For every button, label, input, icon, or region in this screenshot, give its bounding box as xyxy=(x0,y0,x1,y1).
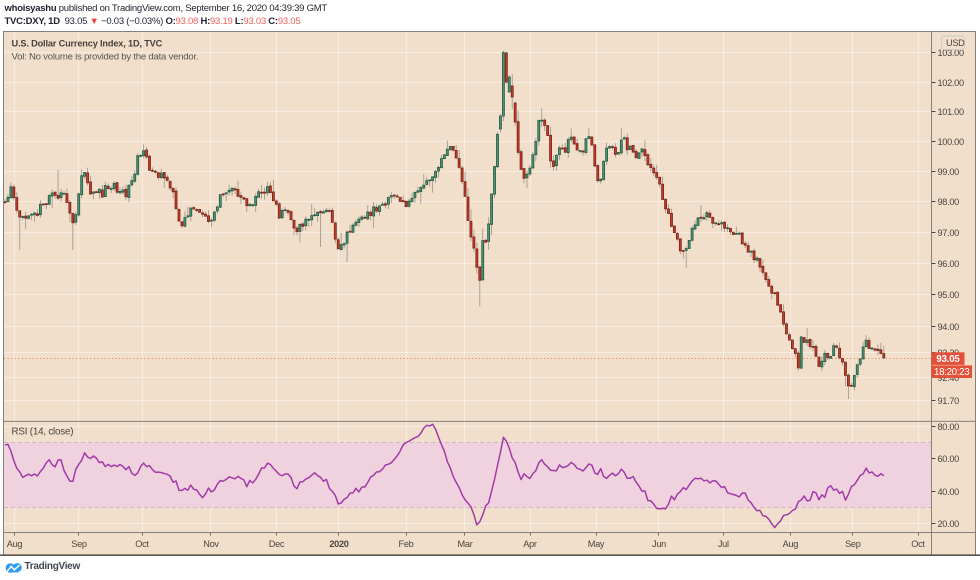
svg-text:95.00: 95.00 xyxy=(938,290,960,300)
svg-text:Vol: No volume is provided by: Vol: No volume is provided by the data v… xyxy=(12,52,199,63)
svg-text:40.00: 40.00 xyxy=(938,487,960,497)
svg-text:91.70: 91.70 xyxy=(938,396,960,406)
svg-text:60.00: 60.00 xyxy=(938,454,960,464)
svg-text:98.00: 98.00 xyxy=(938,197,960,207)
svg-text:Dec: Dec xyxy=(269,539,285,549)
svg-text:U.S. Dollar Currency Index, 1D: U.S. Dollar Currency Index, 1D, TVC xyxy=(12,39,163,49)
svg-text:100.00: 100.00 xyxy=(938,137,964,147)
svg-text:USD: USD xyxy=(946,38,965,48)
svg-text:103.00: 103.00 xyxy=(938,48,964,58)
svg-text:94.00: 94.00 xyxy=(938,322,960,332)
svg-text:80.00: 80.00 xyxy=(938,422,960,432)
svg-text:Aug: Aug xyxy=(783,539,799,549)
svg-text:Oct: Oct xyxy=(911,539,925,549)
svg-text:Jul: Jul xyxy=(718,539,729,549)
svg-text:Aug: Aug xyxy=(7,539,23,549)
svg-text:101.00: 101.00 xyxy=(938,107,964,117)
svg-text:97.00: 97.00 xyxy=(938,228,960,238)
svg-text:20.00: 20.00 xyxy=(938,519,960,529)
svg-text:96.00: 96.00 xyxy=(938,259,960,269)
svg-text:Sep: Sep xyxy=(71,539,87,549)
svg-text:99.00: 99.00 xyxy=(938,167,960,177)
svg-text:Nov: Nov xyxy=(203,539,219,549)
svg-text:2020: 2020 xyxy=(329,539,348,549)
svg-text:Oct: Oct xyxy=(135,539,149,549)
svg-text:Feb: Feb xyxy=(399,539,414,549)
svg-text:Mar: Mar xyxy=(458,539,473,549)
svg-text:Jun: Jun xyxy=(652,539,666,549)
svg-text:18:20:23: 18:20:23 xyxy=(934,367,969,378)
svg-text:Sep: Sep xyxy=(845,539,861,549)
svg-text:May: May xyxy=(588,539,605,549)
svg-text:102.00: 102.00 xyxy=(938,78,964,88)
svg-text:Apr: Apr xyxy=(523,539,537,549)
svg-text:93.05: 93.05 xyxy=(936,354,960,365)
svg-text:RSI (14, close): RSI (14, close) xyxy=(12,427,74,438)
